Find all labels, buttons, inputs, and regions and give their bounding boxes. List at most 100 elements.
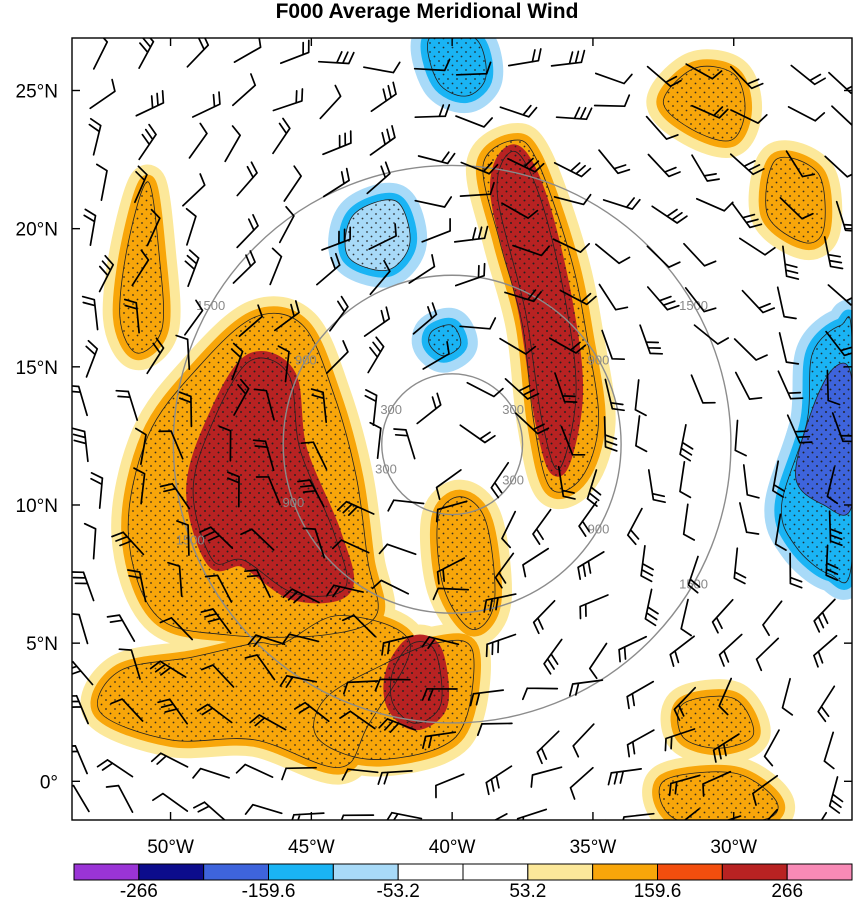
range-ring-label-300: 300 (375, 461, 397, 476)
wind-barb (196, 703, 233, 724)
range-ring-900 (282, 274, 622, 614)
wind-barb (149, 660, 187, 678)
wind-barb (342, 680, 379, 695)
wind-barb (521, 687, 559, 701)
wind-barb (739, 502, 760, 535)
wind-barb (370, 81, 397, 113)
south-central-core-stipple (389, 641, 443, 724)
wind-barb (640, 545, 654, 583)
wind-barb (469, 689, 505, 707)
colorbar-box (138, 863, 205, 881)
wind-barb (321, 226, 352, 251)
wind-barb (782, 245, 800, 280)
wind-barb (494, 552, 515, 589)
y-tick-label: 10°N (16, 496, 58, 517)
wind-barb (825, 330, 852, 357)
wind-barb (150, 752, 189, 768)
wind-barb (138, 38, 155, 69)
wind-barb (329, 295, 349, 332)
wind-barb (828, 776, 844, 814)
wind-barb (316, 252, 341, 286)
wind-barb (579, 594, 609, 620)
wind-barb (507, 48, 542, 67)
wind-barb (739, 237, 776, 256)
wind-barb (779, 197, 814, 220)
wind-barb (374, 678, 411, 692)
wind-barb (639, 324, 664, 355)
wind-barb (734, 419, 747, 457)
wind-barb (785, 150, 816, 178)
wind-barb (111, 531, 145, 556)
wind-barb (233, 378, 250, 416)
colorbar-tick-label: -159.6 (242, 881, 296, 900)
wind-barb (459, 424, 496, 444)
wind-barb (127, 569, 147, 603)
wind-barb (826, 369, 841, 406)
colorbar-box (527, 863, 594, 881)
wind-barb (813, 634, 838, 668)
wind-barb (691, 104, 729, 119)
wind-barb (601, 329, 626, 361)
wind-barb (417, 151, 456, 165)
wind-barb (828, 510, 843, 547)
wind-barb (244, 569, 271, 598)
x-tick-label: 45°W (288, 837, 335, 858)
wind-barb (133, 467, 146, 505)
wind-barb (683, 808, 700, 820)
wind-barb (646, 245, 681, 269)
wind-barb (238, 304, 263, 338)
wind-barb (586, 469, 602, 507)
wind-barb (89, 78, 116, 110)
wind-barb (412, 302, 438, 335)
wind-barb (293, 701, 330, 723)
wind-barb (559, 289, 597, 306)
wind-barb (152, 792, 189, 812)
wind-barb (118, 648, 141, 680)
wind-barb (731, 202, 763, 229)
wind-barb (693, 324, 730, 345)
wind-barb (532, 508, 552, 545)
wind-barb (282, 588, 320, 604)
wind-barb (326, 584, 364, 598)
wind-barb (763, 729, 780, 767)
wind-barb (421, 218, 451, 243)
wind-barb (378, 543, 417, 556)
wind-barb (774, 513, 787, 551)
wind-barb (115, 389, 139, 421)
wind-barb (297, 479, 325, 508)
wind-barb (725, 815, 742, 820)
wind-barb (273, 300, 300, 332)
wind-barb (339, 710, 376, 730)
wind-barb (247, 634, 286, 648)
wind-barb (577, 551, 605, 581)
wind-barb (72, 660, 94, 686)
wind-barb (224, 125, 241, 163)
wind-barb (421, 687, 458, 701)
wind-barb (322, 130, 352, 156)
wind-barb (414, 196, 453, 208)
plot-area: 300 300 300 300 900 900 900 900 1500 1500 1500 1500 (72, 38, 852, 820)
wind-barb (317, 51, 355, 65)
wind-barb (626, 680, 655, 710)
wind-barb (712, 733, 740, 763)
wind-barb (711, 598, 734, 634)
wind-barb (135, 90, 165, 117)
range-ring-label-1500: 1500 (679, 577, 708, 592)
wind-barb (184, 249, 200, 288)
wind-barb (319, 84, 342, 120)
wind-barb (366, 161, 391, 195)
wind-barb (300, 441, 328, 471)
wind-barb (414, 104, 451, 119)
wind-barb (695, 197, 734, 212)
northwest-negative-patch-stipple (344, 199, 411, 271)
wind-barb (204, 574, 233, 603)
range-ring-label-300: 300 (502, 472, 524, 487)
wind-barb (634, 379, 647, 417)
wind-barb (272, 117, 291, 155)
wind-barb (683, 242, 717, 267)
wind-barb (626, 729, 655, 758)
wind-barb (83, 522, 97, 560)
wind-barb (729, 65, 764, 90)
wind-barb (555, 106, 593, 121)
